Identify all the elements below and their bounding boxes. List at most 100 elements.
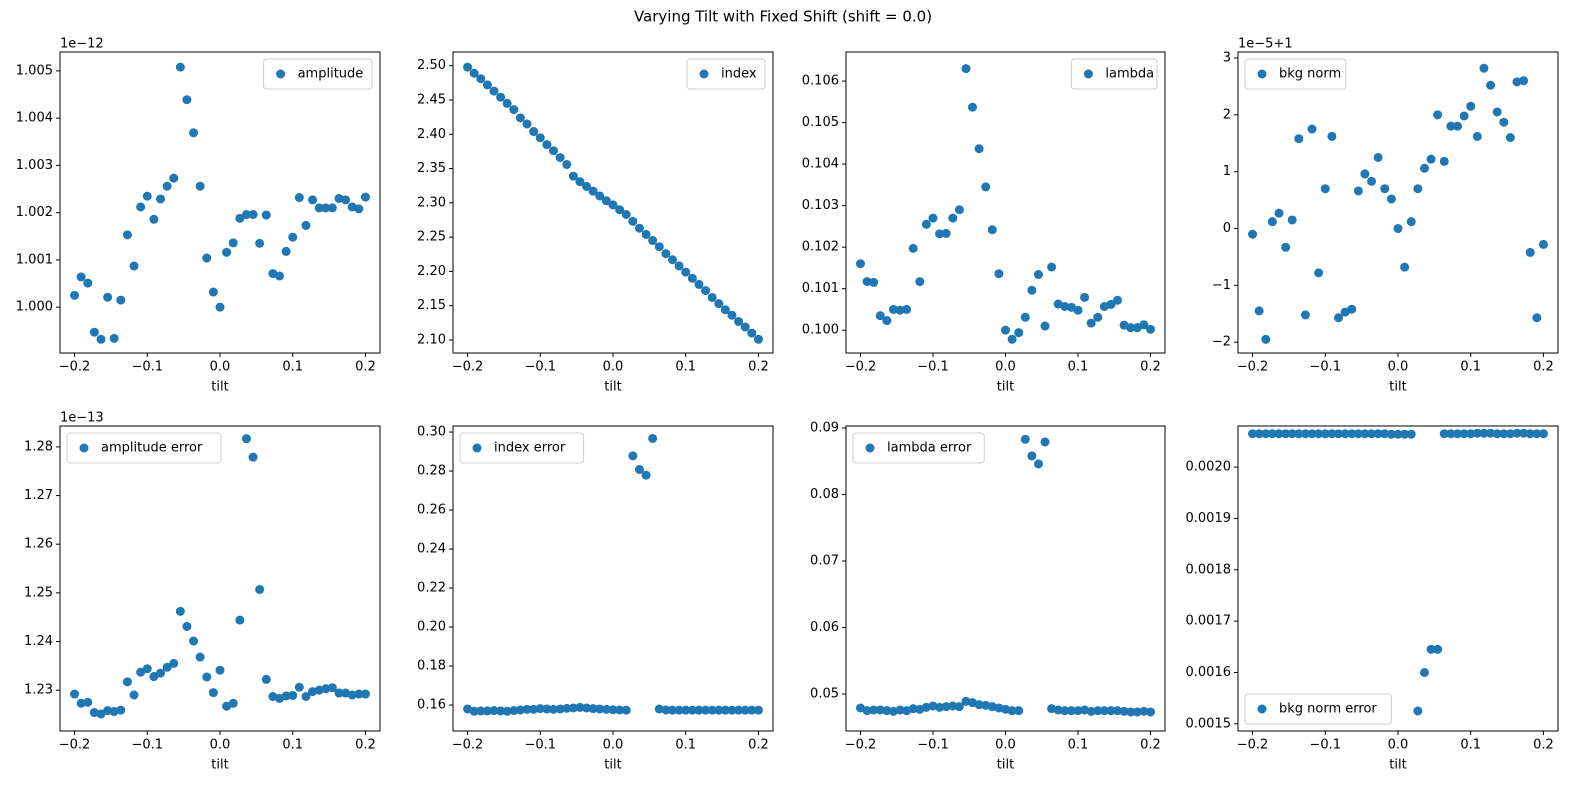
point bbox=[941, 702, 951, 712]
point bbox=[341, 195, 351, 205]
x-tick-label: 0.1 bbox=[675, 738, 696, 753]
y-tick-label: 1.004 bbox=[16, 111, 53, 126]
axes-frame bbox=[845, 425, 1166, 732]
point bbox=[1020, 434, 1030, 444]
x-tick-label: −0.1 bbox=[1309, 738, 1341, 753]
x-tick-label: 0.1 bbox=[282, 738, 303, 753]
x-tick-label: 0.0 bbox=[603, 738, 624, 753]
point bbox=[869, 705, 879, 715]
point bbox=[175, 606, 185, 616]
point bbox=[215, 665, 225, 675]
point bbox=[248, 452, 258, 462]
point bbox=[162, 181, 172, 191]
y-tick-label: 0.0020 bbox=[1186, 460, 1232, 475]
x-axis-label: tilt bbox=[1389, 758, 1406, 773]
point bbox=[588, 186, 598, 196]
point bbox=[1327, 131, 1337, 141]
point bbox=[489, 86, 499, 96]
point bbox=[1132, 707, 1142, 717]
point bbox=[1073, 305, 1083, 315]
point bbox=[208, 688, 218, 698]
point bbox=[83, 278, 93, 288]
point bbox=[136, 667, 146, 677]
point bbox=[89, 327, 99, 337]
y-tick-label: 0.30 bbox=[417, 425, 446, 440]
legend-box bbox=[459, 432, 585, 464]
point bbox=[1080, 292, 1090, 302]
point bbox=[502, 98, 512, 108]
point bbox=[875, 705, 885, 715]
point bbox=[489, 706, 499, 716]
point bbox=[727, 310, 737, 320]
point bbox=[915, 277, 925, 287]
point bbox=[116, 705, 126, 715]
y-tick-label: 2.45 bbox=[417, 92, 446, 107]
x-tick-label: 0.0 bbox=[210, 738, 231, 753]
point bbox=[1406, 217, 1416, 227]
point bbox=[1538, 239, 1548, 249]
point bbox=[175, 62, 185, 72]
point bbox=[987, 225, 997, 235]
x-tick-label: 0.1 bbox=[1068, 738, 1089, 753]
point bbox=[1020, 312, 1030, 322]
point bbox=[189, 128, 199, 138]
point bbox=[1386, 429, 1396, 439]
point bbox=[162, 662, 172, 672]
point bbox=[1113, 706, 1123, 716]
point bbox=[103, 292, 113, 302]
point bbox=[687, 705, 697, 715]
y-tick-label: 0.100 bbox=[802, 323, 839, 338]
point bbox=[935, 702, 945, 712]
point bbox=[654, 242, 664, 252]
point bbox=[308, 195, 318, 205]
point bbox=[1492, 107, 1502, 117]
point bbox=[509, 105, 519, 115]
point bbox=[921, 219, 931, 229]
y-tick-label: 1.005 bbox=[16, 63, 53, 78]
y-tick-label: 0.0016 bbox=[1186, 665, 1232, 680]
y-tick-label: 1.001 bbox=[16, 252, 53, 267]
point bbox=[1347, 304, 1357, 314]
y-tick-label: 0.08 bbox=[810, 487, 839, 502]
point bbox=[1119, 706, 1129, 716]
point bbox=[156, 194, 166, 204]
point bbox=[261, 210, 271, 220]
point bbox=[261, 674, 271, 684]
y-tick-label: 0.105 bbox=[802, 115, 839, 130]
point bbox=[895, 705, 905, 715]
point bbox=[948, 701, 958, 711]
point bbox=[707, 292, 717, 302]
point bbox=[1334, 313, 1344, 323]
offset-text: 1e−12 bbox=[60, 37, 104, 52]
point bbox=[1093, 312, 1103, 322]
legend-marker bbox=[699, 69, 709, 79]
point bbox=[954, 205, 964, 215]
point bbox=[1360, 169, 1370, 179]
point bbox=[255, 584, 265, 594]
y-tick-label: 0.28 bbox=[417, 464, 446, 479]
legend-box bbox=[1244, 58, 1347, 90]
x-tick-label: −0.2 bbox=[845, 738, 877, 753]
point bbox=[575, 702, 585, 712]
point bbox=[142, 191, 152, 201]
point bbox=[202, 672, 212, 682]
offset-text: 1e−5+1 bbox=[1238, 37, 1293, 52]
point bbox=[281, 246, 291, 256]
point bbox=[535, 133, 545, 143]
point bbox=[288, 690, 298, 700]
point bbox=[354, 689, 364, 699]
point bbox=[321, 203, 331, 213]
y-tick-label: 0.102 bbox=[802, 240, 839, 255]
point bbox=[1426, 154, 1436, 164]
point bbox=[189, 636, 199, 646]
point bbox=[1452, 429, 1462, 439]
point bbox=[707, 705, 717, 715]
point bbox=[582, 703, 592, 713]
point bbox=[360, 192, 370, 202]
point bbox=[1446, 121, 1456, 131]
point bbox=[1479, 428, 1489, 438]
point bbox=[582, 181, 592, 191]
point bbox=[1532, 429, 1542, 439]
point bbox=[96, 709, 106, 719]
